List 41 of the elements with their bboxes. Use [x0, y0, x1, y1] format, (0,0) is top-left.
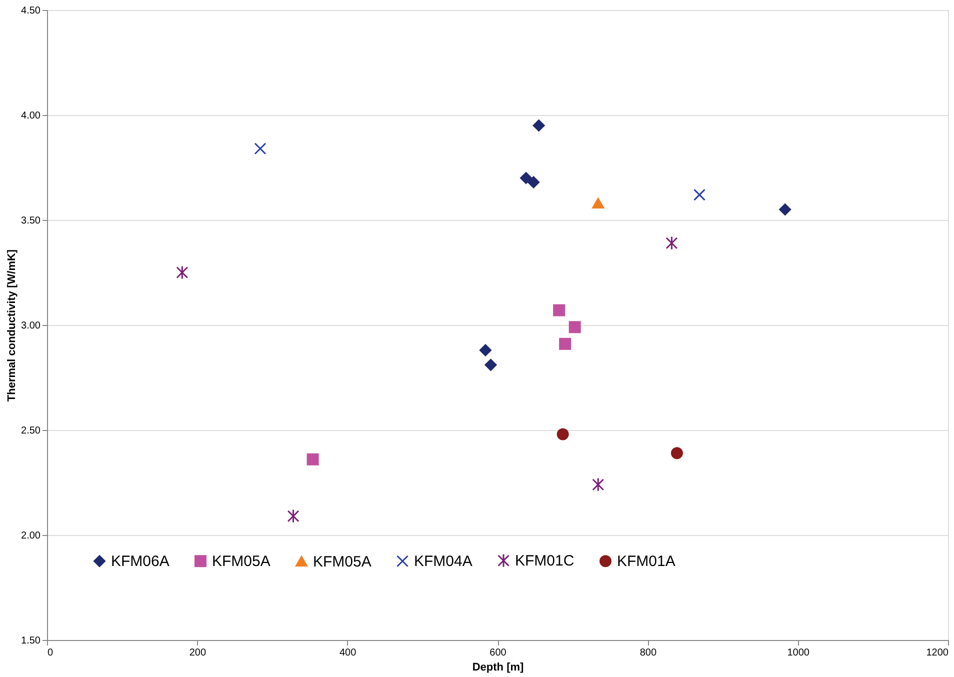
x-tick-label: 1000 — [787, 648, 810, 658]
point — [779, 204, 792, 216]
point — [592, 198, 604, 208]
x-tick-label: 400 — [339, 648, 357, 658]
y-tick-label: 3.00 — [21, 320, 41, 332]
x-tick-label: 1200 — [926, 648, 949, 658]
point — [520, 172, 532, 184]
point — [568, 321, 581, 334]
x-tick-label: 800 — [640, 648, 657, 658]
legend-label: KFM04A — [414, 553, 472, 570]
x-axis-title: Depth [m] — [472, 662, 524, 674]
x-tick-label: 600 — [490, 648, 507, 658]
legend-label: KFM05A — [212, 553, 270, 570]
point — [553, 304, 566, 316]
point — [528, 176, 540, 188]
point — [176, 265, 188, 280]
point — [479, 344, 492, 356]
point — [532, 120, 545, 132]
point — [556, 428, 569, 440]
point — [484, 358, 497, 371]
y-tick-label: 4.50 — [21, 6, 41, 16]
x-tick-label: 200 — [189, 648, 206, 658]
point — [254, 142, 266, 155]
legend-label: KFM01C — [515, 552, 574, 570]
point — [693, 188, 706, 201]
y-tick-label: 1.50 — [21, 636, 41, 646]
x-tick-label: 0 — [48, 648, 54, 658]
point — [287, 509, 300, 524]
legend-label: KFM06A — [111, 553, 170, 570]
y-tick-label: 3.50 — [21, 216, 41, 226]
legend-label: KFM05A — [313, 553, 372, 570]
y-tick-label: 4.00 — [21, 110, 41, 122]
point — [670, 447, 683, 460]
y-tick-label: 2.50 — [21, 426, 41, 436]
point — [666, 236, 678, 250]
point — [592, 478, 604, 492]
point — [559, 338, 572, 350]
legend-label: KFM01A — [617, 553, 676, 570]
y-axis-title: Thermal conductivity [W/mK] — [6, 249, 18, 402]
point — [306, 453, 319, 466]
y-tick-label: 2.00 — [21, 530, 41, 542]
